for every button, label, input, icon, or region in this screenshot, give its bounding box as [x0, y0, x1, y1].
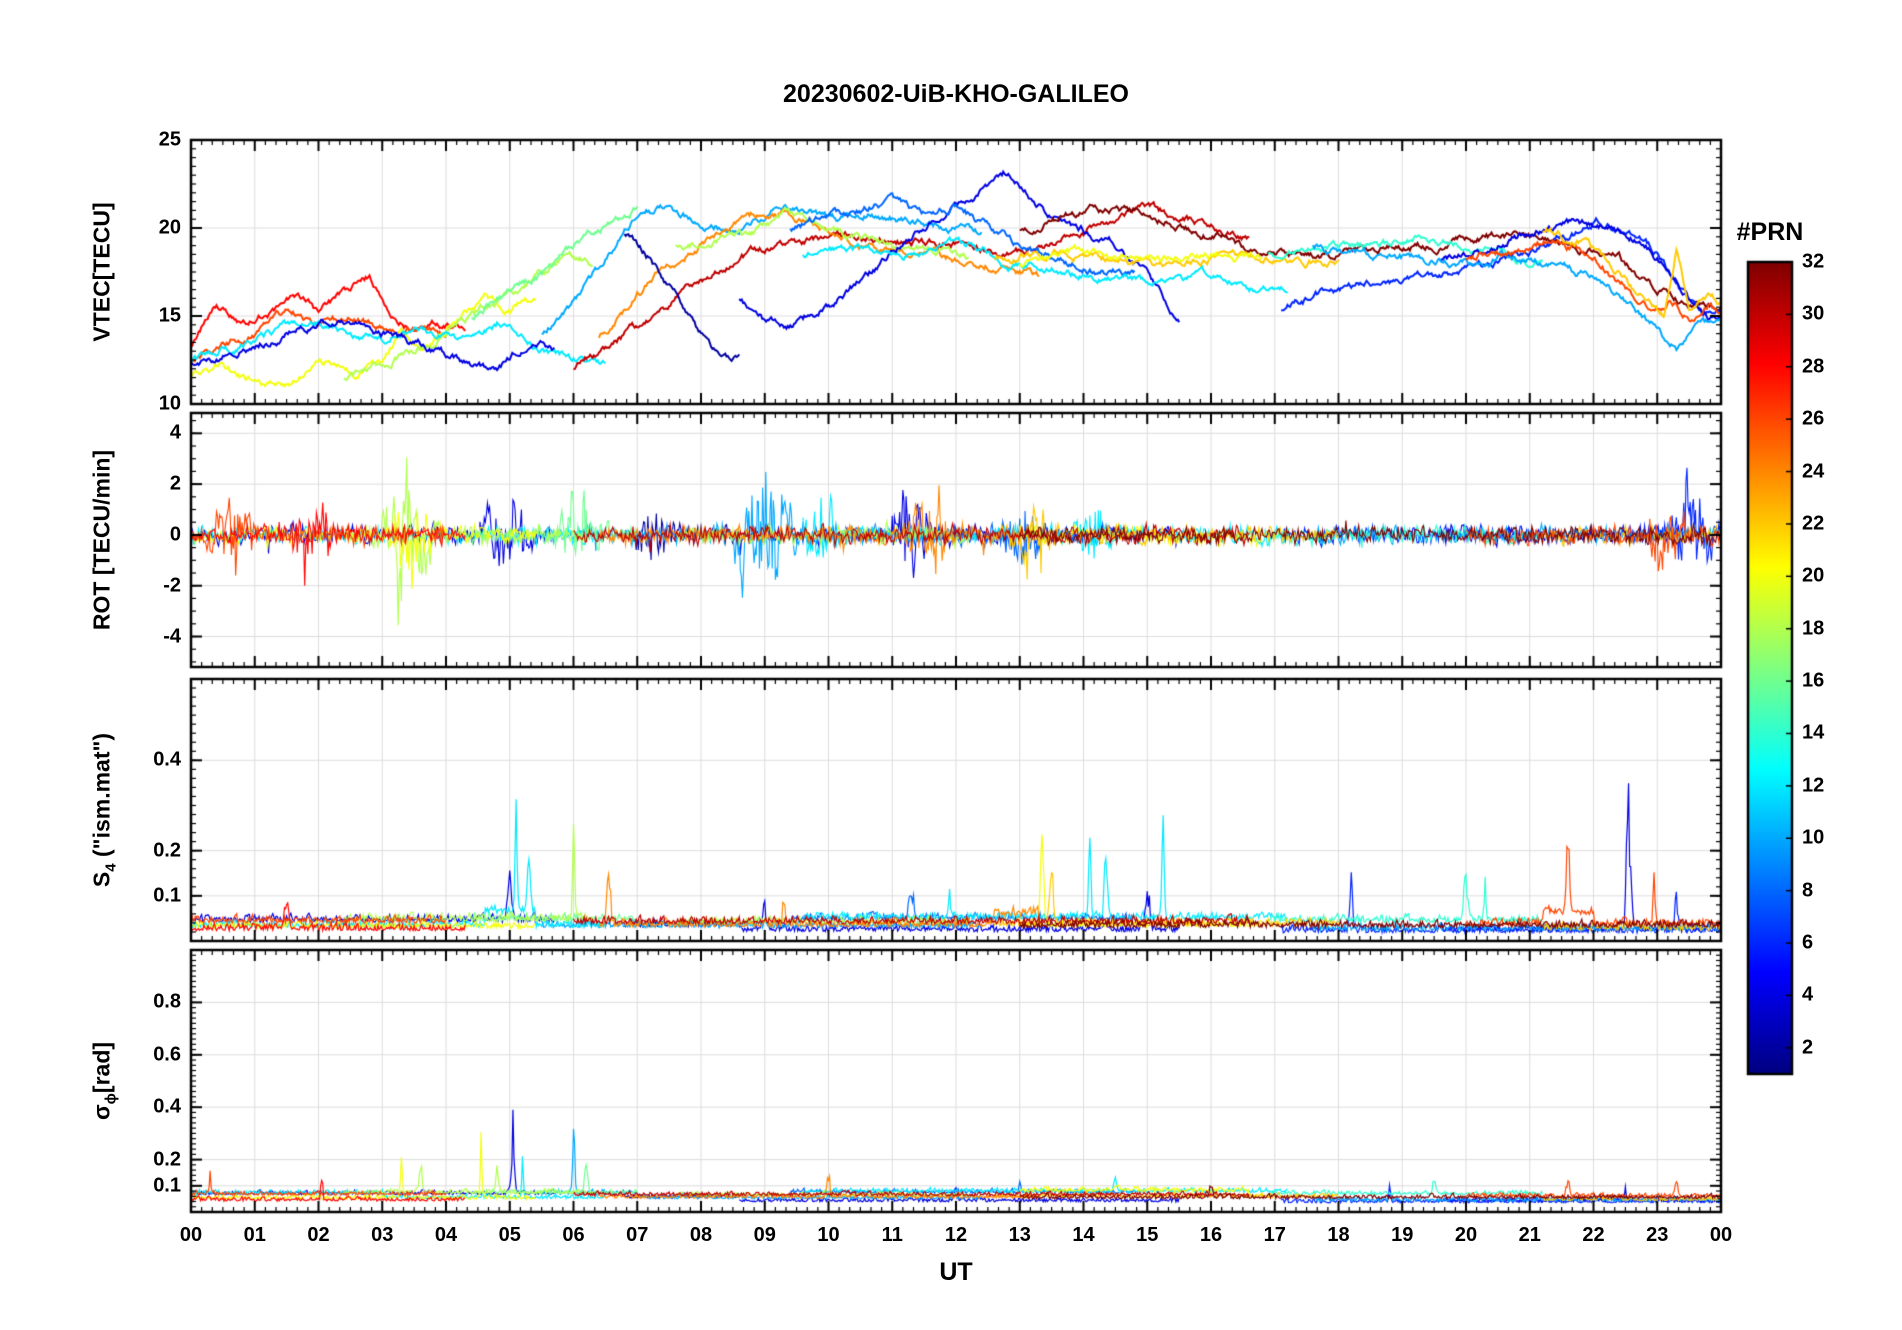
x-tick-label: 07: [626, 1224, 649, 1246]
x-tick-label: 00: [1709, 1224, 1733, 1246]
y-tick-label: 0.1: [153, 884, 181, 907]
x-tick-label: 13: [1008, 1224, 1031, 1246]
x-tick-label: 11: [881, 1224, 903, 1246]
s4-panel-plot: [187, 675, 1725, 945]
colorbar-tick-label: 30: [1802, 302, 1825, 325]
colorbar-tick-label: 22: [1802, 512, 1825, 535]
s4-axis-label: S4 ("ism.mat"): [89, 733, 120, 887]
colorbar-tick-label: 16: [1802, 669, 1825, 692]
x-tick-label: 15: [1136, 1224, 1159, 1246]
colorbar-tick-label: 20: [1802, 564, 1825, 587]
colorbar-tick-label: 18: [1802, 617, 1825, 640]
y-tick-label: 2: [169, 472, 181, 495]
sigma-phi-panel-plot: [187, 946, 1725, 1216]
x-tick-label: 14: [1072, 1224, 1095, 1246]
colorbar-tick-label: 6: [1802, 931, 1814, 954]
x-tick-label: 16: [1199, 1224, 1223, 1246]
y-tick-label: 0.2: [153, 1148, 181, 1171]
x-tick-label: 10: [817, 1224, 840, 1246]
x-tick-label: 18: [1327, 1224, 1350, 1246]
vtec-axis-label: VTEC[TECU]: [89, 202, 120, 341]
x-tick-label: 12: [944, 1224, 968, 1246]
x-tick-label: 09: [753, 1224, 776, 1246]
x-tick-label: 22: [1582, 1224, 1605, 1246]
y-tick-label: 4: [169, 421, 181, 444]
y-tick-label: 0.6: [153, 1043, 181, 1066]
y-tick-label: 0.2: [153, 839, 181, 862]
vtec-axis-label-text: VTEC[TECU]: [88, 202, 115, 342]
x-tick-label: 06: [562, 1224, 585, 1246]
y-tick-label: 0: [169, 523, 181, 546]
colorbar-tick-label: 24: [1802, 460, 1825, 483]
s4-axis-label-text: S: [88, 871, 115, 888]
x-tick-label: 08: [689, 1224, 713, 1246]
y-tick-label: 0.8: [153, 990, 181, 1013]
x-tick-label: 21: [1518, 1224, 1541, 1246]
x-tick-label: 19: [1391, 1224, 1414, 1246]
y-tick-label: 15: [158, 304, 181, 327]
vtec-panel-plot: [187, 136, 1725, 408]
rot-panel-plot: [187, 409, 1725, 671]
x-tick-label: 20: [1454, 1224, 1478, 1246]
rot-axis-label: ROT [TECU/min]: [89, 450, 120, 630]
sigma-phi-axis-label-sub: ϕ: [102, 1093, 120, 1105]
colorbar-tick-label: 32: [1802, 250, 1825, 273]
colorbar-tick-label: 10: [1802, 826, 1825, 849]
x-tick-label: 17: [1263, 1224, 1286, 1246]
x-axis-label: UT: [939, 1258, 973, 1286]
y-tick-label: -2: [163, 574, 181, 597]
y-tick-label: -4: [163, 625, 181, 648]
x-tick-label: 01: [243, 1224, 266, 1246]
colorbar-tick-label: 26: [1802, 407, 1825, 430]
y-tick-label: 0.1: [153, 1174, 181, 1197]
colorbar-title: #PRN: [1736, 218, 1804, 246]
colorbar-tick-label: 2: [1802, 1036, 1814, 1059]
y-tick-label: 0.4: [153, 748, 181, 771]
colorbar-tick-label: 4: [1802, 983, 1814, 1006]
x-tick-label: 00: [179, 1224, 203, 1246]
x-tick-label: 23: [1646, 1224, 1669, 1246]
colorbar-tick-label: 28: [1802, 355, 1825, 378]
s4-axis-label-post: ("ism.mat"): [88, 732, 115, 864]
colorbar-tick-label: 12: [1802, 774, 1825, 797]
y-tick-label: 0.4: [153, 1095, 181, 1118]
x-tick-label: 03: [371, 1224, 394, 1246]
colorbar-tick-label: 8: [1802, 879, 1814, 902]
rot-axis-label-text: ROT [TECU/min]: [88, 449, 115, 631]
s4-axis-label-sub: 4: [102, 863, 120, 872]
y-tick-label: 25: [158, 128, 181, 151]
y-tick-label: 10: [158, 392, 181, 415]
x-tick-label: 04: [434, 1224, 458, 1246]
sigma-phi-axis-label-text: σ: [88, 1104, 115, 1121]
sigma-phi-axis-label-post: [rad]: [88, 1041, 115, 1094]
y-tick-label: 20: [158, 216, 181, 239]
chart-title: 20230602-UiB-KHO-GALILEO: [783, 80, 1129, 108]
x-tick-label: 02: [307, 1224, 330, 1246]
colorbar-tick-label: 14: [1802, 721, 1825, 744]
colorbar: [1744, 258, 1796, 1078]
sigma-phi-axis-label: σϕ[rad]: [89, 1042, 120, 1120]
x-tick-label: 05: [498, 1224, 521, 1246]
